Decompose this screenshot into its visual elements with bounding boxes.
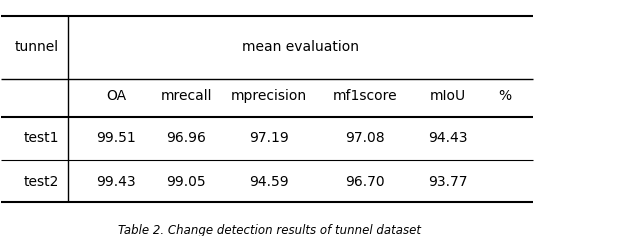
- Text: 96.96: 96.96: [166, 131, 206, 145]
- Text: mIoU: mIoU: [429, 89, 465, 103]
- Text: 97.19: 97.19: [249, 131, 289, 145]
- Text: mean evaluation: mean evaluation: [243, 40, 360, 54]
- Text: 99.43: 99.43: [96, 175, 136, 189]
- Text: mprecision: mprecision: [231, 89, 307, 103]
- Text: 94.43: 94.43: [428, 131, 467, 145]
- Text: OA: OA: [106, 89, 126, 103]
- Text: 97.08: 97.08: [345, 131, 385, 145]
- Text: 94.59: 94.59: [249, 175, 289, 189]
- Text: 99.05: 99.05: [166, 175, 206, 189]
- Text: test2: test2: [24, 175, 59, 189]
- Text: mf1score: mf1score: [332, 89, 397, 103]
- Text: tunnel: tunnel: [15, 40, 59, 54]
- Text: 96.70: 96.70: [345, 175, 385, 189]
- Text: test1: test1: [23, 131, 59, 145]
- Text: 99.51: 99.51: [96, 131, 136, 145]
- Text: Table 2. Change detection results of tunnel dataset: Table 2. Change detection results of tun…: [118, 224, 420, 236]
- Text: %: %: [498, 89, 511, 103]
- Text: 93.77: 93.77: [428, 175, 467, 189]
- Text: mrecall: mrecall: [161, 89, 212, 103]
